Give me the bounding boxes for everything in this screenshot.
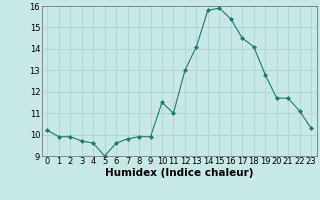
X-axis label: Humidex (Indice chaleur): Humidex (Indice chaleur) [105, 168, 253, 178]
